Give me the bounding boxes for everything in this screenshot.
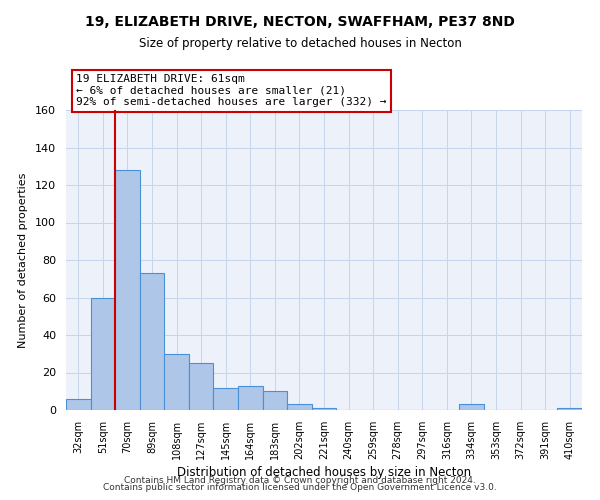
Y-axis label: Number of detached properties: Number of detached properties	[18, 172, 28, 348]
Bar	[189, 363, 214, 410]
Text: Size of property relative to detached houses in Necton: Size of property relative to detached ho…	[139, 38, 461, 51]
Bar	[91, 298, 115, 410]
Bar	[140, 273, 164, 410]
X-axis label: Distribution of detached houses by size in Necton: Distribution of detached houses by size …	[177, 466, 471, 479]
Bar	[312, 408, 336, 410]
Bar	[459, 404, 484, 410]
Bar	[66, 399, 91, 410]
Bar	[164, 354, 189, 410]
Text: 19, ELIZABETH DRIVE, NECTON, SWAFFHAM, PE37 8ND: 19, ELIZABETH DRIVE, NECTON, SWAFFHAM, P…	[85, 15, 515, 29]
Bar	[238, 386, 263, 410]
Bar	[557, 408, 582, 410]
Bar	[287, 404, 312, 410]
Text: Contains public sector information licensed under the Open Government Licence v3: Contains public sector information licen…	[103, 484, 497, 492]
Bar	[214, 388, 238, 410]
Text: Contains HM Land Registry data © Crown copyright and database right 2024.: Contains HM Land Registry data © Crown c…	[124, 476, 476, 485]
Text: 19 ELIZABETH DRIVE: 61sqm
← 6% of detached houses are smaller (21)
92% of semi-d: 19 ELIZABETH DRIVE: 61sqm ← 6% of detach…	[76, 74, 387, 107]
Bar	[115, 170, 140, 410]
Bar	[263, 391, 287, 410]
